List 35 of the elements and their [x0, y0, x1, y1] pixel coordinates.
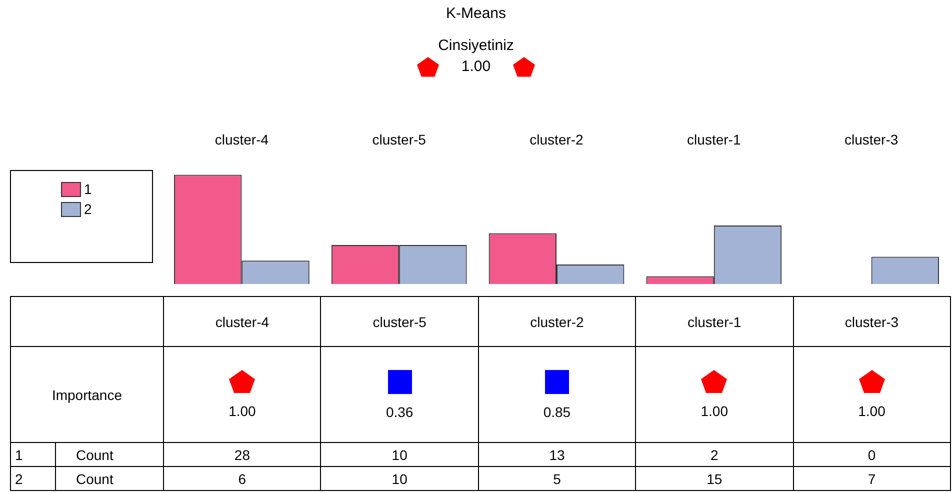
- data-label: 10: [320, 442, 478, 466]
- text: 2: [15, 470, 23, 486]
- text: Importance: [10, 346, 164, 442]
- x-tick-label: cluster-3: [844, 131, 898, 148]
- text: 0.85: [543, 404, 571, 420]
- chart-subtitle: Cinsiyetiniz: [437, 37, 515, 54]
- data-label: 0: [793, 442, 950, 466]
- category-label: cluster-5: [372, 314, 426, 330]
- data-label: 7: [793, 466, 950, 490]
- data-label: 10: [320, 466, 478, 490]
- text: 1.00: [461, 58, 491, 76]
- data-label: 5: [478, 466, 636, 490]
- category-label: cluster-1: [688, 314, 742, 330]
- x-tick-label: cluster-2: [530, 131, 584, 148]
- x-tick-label: cluster-4: [214, 131, 269, 148]
- category-label: cluster-3: [844, 314, 899, 330]
- legend-label: 1: [84, 181, 92, 197]
- text: 1: [15, 446, 23, 462]
- text: 0.36: [386, 404, 414, 420]
- x-tick-label: cluster-1: [687, 131, 741, 148]
- data-label: 6: [164, 466, 321, 490]
- data-label: 28: [164, 442, 321, 466]
- text: 1.00: [858, 403, 886, 420]
- chart-title: K-Means: [444, 5, 508, 22]
- category-label: cluster-4: [215, 314, 270, 330]
- text: Count: [76, 470, 114, 486]
- text: Count: [56, 442, 164, 466]
- text: 1.00: [700, 403, 728, 420]
- data-label: 2: [636, 442, 794, 466]
- data-label: 15: [636, 466, 794, 490]
- category-label: cluster-2: [530, 314, 584, 330]
- text: 1.00: [228, 403, 256, 420]
- data-label: 13: [478, 442, 636, 466]
- x-tick-label: cluster-5: [372, 131, 426, 148]
- legend-label: 2: [84, 201, 92, 217]
